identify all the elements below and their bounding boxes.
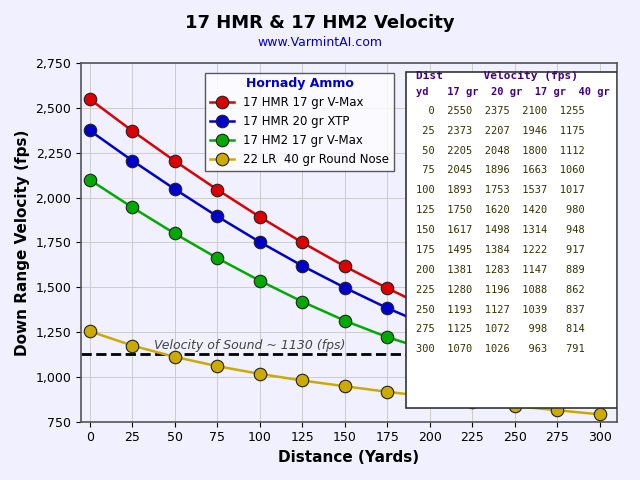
Text: 150  1617  1498  1314   948: 150 1617 1498 1314 948 <box>417 225 585 235</box>
X-axis label: Distance (Yards): Distance (Yards) <box>278 450 419 465</box>
Text: 275  1125  1072   998   814: 275 1125 1072 998 814 <box>417 324 585 335</box>
Text: 25  2373  2207  1946  1175: 25 2373 2207 1946 1175 <box>417 126 585 136</box>
Legend: 17 HMR 17 gr V-Max, 17 HMR 20 gr XTP, 17 HM2 17 gr V-Max, 22 LR  40 gr Round Nos: 17 HMR 17 gr V-Max, 17 HMR 20 gr XTP, 17… <box>205 72 394 171</box>
Text: Dist      Velocity (fps): Dist Velocity (fps) <box>417 71 579 81</box>
Text: Velocity of Sound ~ 1130 (fps): Velocity of Sound ~ 1130 (fps) <box>154 338 346 351</box>
Text: 250  1193  1127  1039   837: 250 1193 1127 1039 837 <box>417 304 585 314</box>
Text: 17 HMR & 17 HM2 Velocity: 17 HMR & 17 HM2 Velocity <box>185 14 455 33</box>
Text: 175  1495  1384  1222   917: 175 1495 1384 1222 917 <box>417 245 585 255</box>
Y-axis label: Down Range Velocity (fps): Down Range Velocity (fps) <box>15 129 30 356</box>
Text: yd   17 gr  20 gr  17 gr  40 gr: yd 17 gr 20 gr 17 gr 40 gr <box>417 86 610 96</box>
Text: 50  2205  2048  1800  1112: 50 2205 2048 1800 1112 <box>417 145 585 156</box>
Text: 75  2045  1896  1663  1060: 75 2045 1896 1663 1060 <box>417 166 585 175</box>
Text: 200  1381  1283  1147   889: 200 1381 1283 1147 889 <box>417 265 585 275</box>
FancyBboxPatch shape <box>406 72 618 408</box>
Text: 100  1893  1753  1537  1017: 100 1893 1753 1537 1017 <box>417 185 585 195</box>
Text: 225  1280  1196  1088   862: 225 1280 1196 1088 862 <box>417 285 585 295</box>
Text: 300  1070  1026   963   791: 300 1070 1026 963 791 <box>417 344 585 354</box>
Text: 125  1750  1620  1420   980: 125 1750 1620 1420 980 <box>417 205 585 215</box>
Text: 0  2550  2375  2100  1255: 0 2550 2375 2100 1255 <box>417 106 585 116</box>
Text: www.VarmintAI.com: www.VarmintAI.com <box>257 36 383 49</box>
